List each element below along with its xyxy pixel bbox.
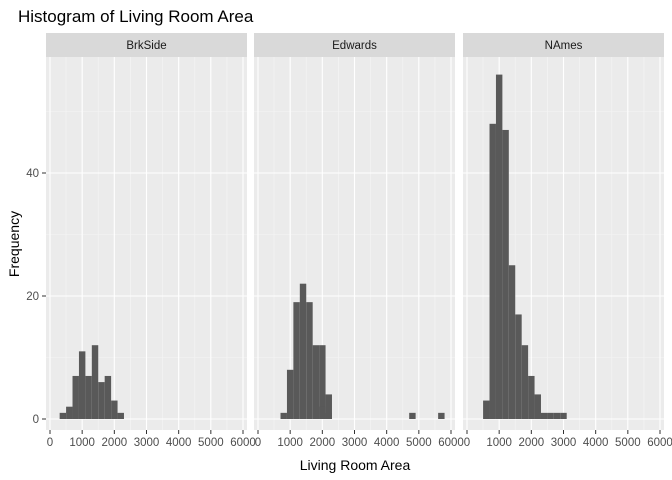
x-axis-title: Living Room Area [300, 457, 411, 473]
x-tick-label: 4000 [374, 437, 400, 449]
histogram-bar [319, 345, 326, 419]
histogram-bar [299, 283, 307, 419]
histogram-bar [540, 412, 548, 419]
facet-strip [46, 33, 247, 57]
x-tick-label: 5000 [406, 437, 432, 449]
x-tick-label: 1000 [277, 437, 303, 449]
facet-strip-label: NAmes [545, 40, 583, 52]
histogram-bar [553, 412, 561, 419]
histogram-bar [111, 400, 118, 419]
x-tick-label: 1000 [69, 437, 95, 449]
histogram-bar [72, 375, 79, 419]
histogram-bar [528, 375, 535, 419]
histogram-bar [502, 129, 509, 419]
histogram-bar [286, 369, 294, 419]
facet-strip-label: Edwards [332, 40, 377, 52]
x-tick-label: 3000 [134, 437, 160, 449]
histogram-bar [515, 314, 522, 419]
histogram-bar [438, 412, 445, 419]
histogram-bar [78, 351, 86, 419]
histogram-bar [293, 302, 300, 419]
histogram-bar [495, 74, 503, 419]
histogram-bar [409, 412, 416, 419]
x-tick-label: 0 [464, 437, 470, 449]
facet-strip-label: BrkSide [126, 40, 166, 52]
y-tick-label: 40 [26, 168, 39, 180]
histogram-bar [508, 265, 516, 419]
histogram-bar [98, 382, 105, 419]
facet-strip [463, 33, 664, 57]
histogram-bar [560, 412, 567, 419]
chart-title: Histogram of Living Room Area [18, 7, 254, 26]
histogram-bar [547, 412, 554, 419]
histogram-bar [91, 345, 99, 419]
x-tick-label: 2000 [310, 437, 336, 449]
histogram-bar [104, 375, 112, 419]
x-tick-label: 3000 [342, 437, 368, 449]
histogram-bar [59, 412, 67, 419]
histogram-bar [489, 123, 496, 420]
x-tick-label: 5000 [615, 437, 641, 449]
y-tick-label: 0 [33, 414, 39, 426]
x-tick-label: 6000 [647, 437, 672, 449]
histogram-bar [117, 412, 124, 419]
histogram-bar [483, 400, 490, 419]
histogram-bar [521, 345, 529, 419]
x-tick-label: 3000 [551, 437, 577, 449]
histogram-bar [280, 412, 287, 419]
histogram-bar [66, 406, 73, 419]
x-tick-label: 2000 [519, 437, 545, 449]
x-tick-label: 4000 [583, 437, 609, 449]
histogram-bar [325, 394, 332, 419]
y-tick-label: 20 [26, 291, 39, 303]
x-tick-label: 4000 [166, 437, 192, 449]
x-tick-label: 2000 [102, 437, 128, 449]
x-tick-label: 0 [255, 437, 261, 449]
histogram-bar [312, 345, 320, 419]
x-tick-label: 6000 [438, 437, 464, 449]
x-tick-label: 6000 [230, 437, 256, 449]
y-axis-title: Frequency [6, 211, 22, 277]
histogram-bar [85, 375, 92, 419]
facet-strip [254, 33, 455, 57]
histogram-bar [319, 406, 326, 419]
histogram-bar [306, 302, 313, 419]
x-tick-label: 5000 [198, 437, 224, 449]
histogram-bar [534, 394, 541, 419]
x-tick-label: 1000 [486, 437, 512, 449]
x-tick-label: 0 [47, 437, 53, 449]
